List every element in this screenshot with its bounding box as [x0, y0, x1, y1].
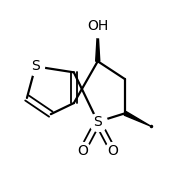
Polygon shape — [124, 111, 151, 126]
Text: OH: OH — [87, 19, 108, 33]
Text: O: O — [108, 144, 118, 158]
Text: O: O — [77, 144, 88, 158]
Text: S: S — [93, 115, 102, 129]
Text: S: S — [31, 59, 40, 73]
Polygon shape — [96, 26, 100, 61]
